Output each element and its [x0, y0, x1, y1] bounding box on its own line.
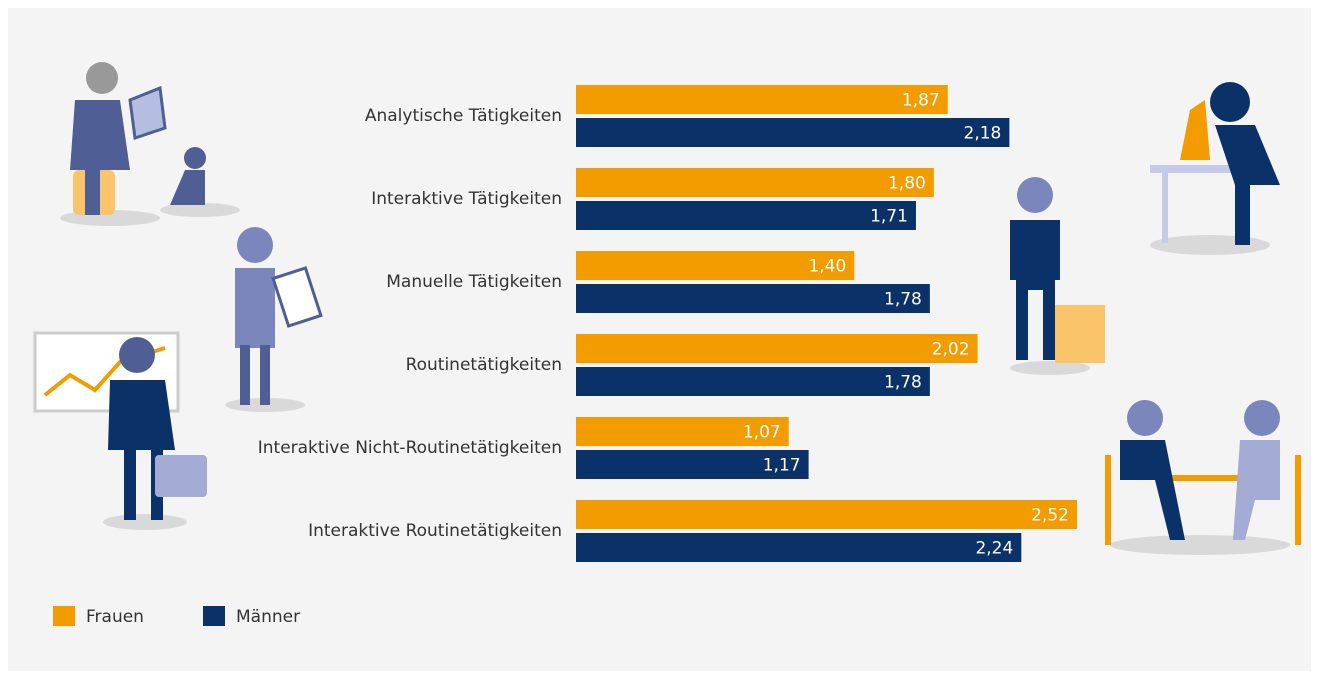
value-label: 1,71: [870, 207, 908, 227]
value-label: 1,78: [884, 290, 922, 310]
legend-swatch: [203, 606, 225, 626]
value-label: 1,80: [888, 174, 926, 194]
bar: [576, 533, 1022, 562]
value-label: 1,40: [808, 257, 846, 277]
bar: [576, 367, 930, 396]
legend-label: Frauen: [86, 607, 144, 627]
legend-label: Männer: [236, 607, 300, 627]
category-label: Interaktive Nicht-Routinetätigkeiten: [258, 438, 562, 458]
illustrations: [33, 62, 1301, 555]
category-label: Interaktive Routinetätigkeiten: [308, 521, 562, 541]
category-label: Routinetätigkeiten: [406, 355, 562, 375]
value-label: 2,02: [932, 340, 970, 360]
bar: [576, 284, 930, 313]
bar: [576, 500, 1077, 529]
bar: [576, 417, 789, 446]
value-label: 2,18: [964, 124, 1002, 144]
bar: [576, 334, 978, 363]
value-label: 1,17: [763, 456, 801, 476]
bar: [576, 450, 809, 479]
value-label: 1,87: [902, 91, 940, 111]
bar: [576, 85, 948, 114]
category-label: Interaktive Tätigkeiten: [371, 189, 562, 209]
value-label: 2,52: [1031, 506, 1069, 526]
value-label: 1,07: [743, 423, 781, 443]
bars: Analytische Tätigkeiten 1,87 2,18 Interakti…: [258, 85, 1077, 562]
legend-swatch: [53, 606, 75, 626]
bar: [576, 251, 855, 280]
value-label: 1,78: [884, 373, 922, 393]
category-label: Manuelle Tätigkeiten: [386, 272, 562, 292]
value-label: 2,24: [975, 539, 1013, 559]
bar: [576, 118, 1010, 147]
bar: [576, 168, 934, 197]
category-label: Analytische Tätigkeiten: [365, 106, 562, 126]
legend: Frauen Männer: [53, 606, 300, 627]
bar: [576, 201, 916, 230]
